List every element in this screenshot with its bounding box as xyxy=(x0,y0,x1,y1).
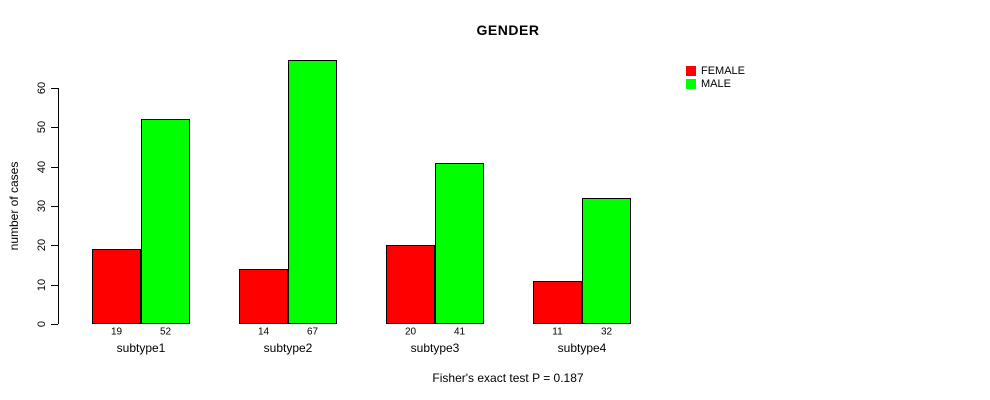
bar-value-label: 19 xyxy=(110,326,123,338)
chart-title: GENDER xyxy=(476,22,540,38)
male-color-swatch xyxy=(686,79,696,89)
y-tick-label: 40 xyxy=(36,160,48,173)
bar-value-label: 41 xyxy=(453,326,466,338)
bar-value-label: 11 xyxy=(552,326,563,338)
y-tick-label: 20 xyxy=(36,239,48,252)
bar-value-label: 20 xyxy=(404,326,417,338)
y-axis-label: number of cases xyxy=(7,161,21,251)
legend-item-male: MALE xyxy=(686,78,745,90)
bar-female-subtype2 xyxy=(239,268,288,324)
bar-female-subtype1 xyxy=(92,249,141,324)
statistical-test-caption: Fisher's exact test P = 0.187 xyxy=(432,371,584,385)
y-tick-label: 0 xyxy=(36,320,48,328)
bar-male-subtype1 xyxy=(141,119,190,324)
x-category-label: subtype1 xyxy=(116,341,166,355)
bar-female-subtype3 xyxy=(386,245,435,324)
bar-male-subtype3 xyxy=(435,162,484,324)
legend-item-female: FEMALE xyxy=(686,65,746,77)
legend-label-male: MALE xyxy=(701,78,731,90)
y-tick-mark xyxy=(51,284,58,286)
x-category-label: subtype2 xyxy=(263,341,313,355)
y-tick-mark xyxy=(51,245,58,247)
y-tick-label: 50 xyxy=(36,121,48,134)
bar-value-label: 14 xyxy=(257,326,270,338)
y-tick-mark xyxy=(51,127,58,129)
bar-value-label: 32 xyxy=(600,326,613,338)
y-tick-label: 60 xyxy=(36,81,48,95)
bar-value-label: 67 xyxy=(306,326,319,338)
y-axis-line xyxy=(58,88,59,324)
bar-male-subtype2 xyxy=(288,60,337,324)
bar-female-subtype4 xyxy=(533,280,582,324)
x-category-label: subtype4 xyxy=(557,341,607,355)
bar-value-label: 52 xyxy=(159,326,172,338)
y-tick-mark xyxy=(51,324,58,325)
bar-male-subtype4 xyxy=(582,198,631,324)
female-color-swatch xyxy=(686,66,696,76)
y-tick-label: 30 xyxy=(36,199,48,213)
y-tick-mark xyxy=(51,88,58,89)
y-tick-label: 10 xyxy=(36,278,48,291)
y-tick-mark xyxy=(51,206,58,207)
legend: FEMALE MALE xyxy=(686,65,746,90)
y-tick-mark xyxy=(51,166,58,168)
legend-label-female: FEMALE xyxy=(701,65,746,77)
x-category-label: subtype3 xyxy=(410,341,460,355)
